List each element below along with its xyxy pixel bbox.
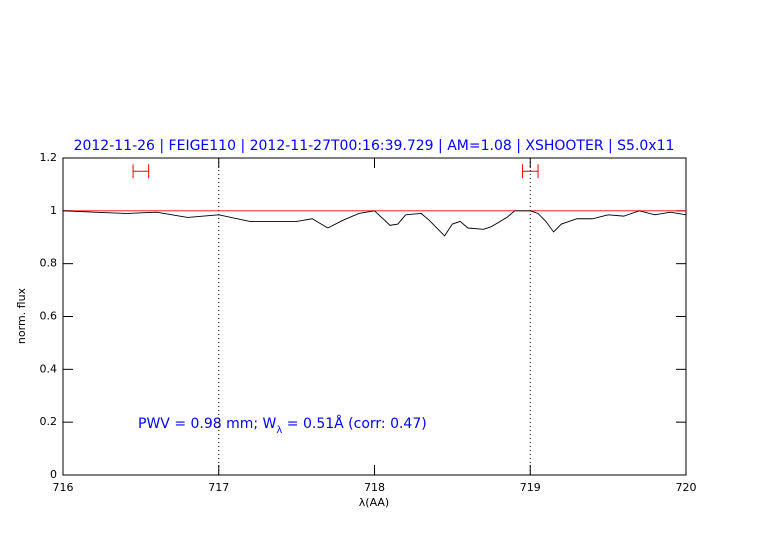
x-tick-label: 720 <box>676 481 697 494</box>
annotation-part: PWV = 0.98 mm; W <box>138 416 277 432</box>
y-tick-label: 0.4 <box>40 362 58 375</box>
interval-marker <box>132 164 150 179</box>
annotation-subscript: λ <box>276 425 282 436</box>
spectrum-line <box>62 210 687 237</box>
x-tick-label: 717 <box>208 481 229 494</box>
x-tick-label: 716 <box>53 481 74 494</box>
y-tick-label: 0.8 <box>40 257 58 270</box>
x-tick-label: 718 <box>364 481 385 494</box>
y-tick-label: 0 <box>50 468 57 481</box>
annotation: PWV = 0.98 mm; Wλ = 0.51Å (corr: 0.47) <box>138 415 427 436</box>
y-tick-label: 1 <box>50 204 57 217</box>
y-tick-label: 0.2 <box>40 415 58 428</box>
y-tick-label: 0.6 <box>40 310 58 323</box>
y-tick-label: 1.2 <box>40 151 58 164</box>
annotation-part: = 0.51Å (corr: 0.47) <box>282 415 426 432</box>
interval-marker <box>521 164 539 179</box>
chart-title: 2012-11-26 | FEIGE110 | 2012-11-27T00:16… <box>74 138 675 154</box>
x-axis-label: λ(AA) <box>359 496 389 509</box>
y-axis-label: norm. flux <box>15 287 28 344</box>
x-tick-label: 719 <box>520 481 541 494</box>
